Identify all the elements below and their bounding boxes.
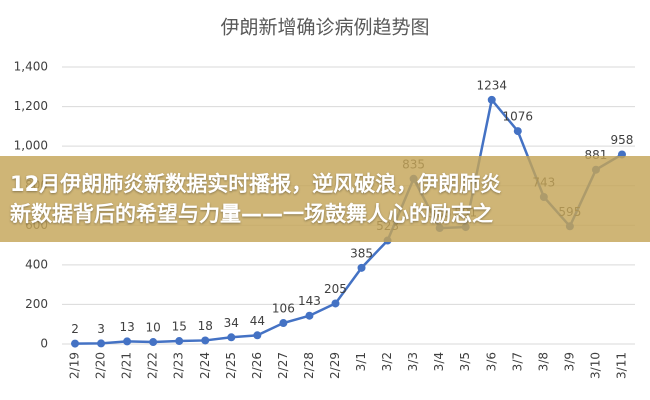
- y-tick-label: 400: [25, 257, 48, 271]
- x-tick-label: 2/19: [68, 352, 82, 379]
- x-tick-label: 3/8: [536, 352, 550, 371]
- y-tick-label: 0: [40, 337, 48, 351]
- x-tick-label: 3/10: [588, 352, 602, 379]
- data-label: 1076: [503, 110, 534, 124]
- x-tick-label: 3/9: [562, 352, 576, 371]
- x-tick-label: 3/11: [614, 352, 628, 379]
- data-point: [253, 331, 262, 340]
- x-tick-label: 2/25: [224, 352, 238, 379]
- data-label: 1234: [476, 78, 507, 92]
- x-tick-label: 2/24: [198, 352, 212, 379]
- data-point: [175, 337, 184, 346]
- data-label: 15: [172, 320, 187, 334]
- data-label: 143: [298, 294, 321, 308]
- data-point: [357, 263, 366, 272]
- x-tick-label: 2/22: [146, 352, 160, 379]
- x-tick-label: 2/26: [250, 352, 264, 379]
- data-label: 106: [272, 302, 295, 316]
- data-point: [513, 127, 522, 136]
- y-tick-label: 1,000: [14, 139, 48, 153]
- data-label: 34: [224, 316, 239, 330]
- data-label: 2: [71, 322, 79, 336]
- headline-line: 新数据背后的希望与力量——一场鼓舞人心的励志之: [10, 202, 493, 226]
- data-point: [227, 333, 236, 342]
- data-point: [149, 338, 158, 347]
- x-tick-label: 2/23: [172, 352, 186, 379]
- x-tick-label: 2/20: [94, 352, 108, 379]
- data-point: [305, 311, 314, 320]
- headline-line: 12月伊朗肺炎新数据实时播报，逆风破浪，伊朗肺炎: [10, 172, 502, 196]
- x-tick-label: 3/6: [484, 352, 498, 371]
- data-label: 3: [97, 322, 105, 336]
- chart-title: 伊朗新增确诊病例趋势图: [220, 17, 429, 39]
- data-label: 18: [198, 319, 213, 333]
- data-point: [279, 319, 288, 328]
- data-point: [71, 339, 80, 348]
- x-tick-label: 2/21: [120, 352, 134, 379]
- data-label: 10: [146, 321, 161, 335]
- x-tick-label: 2/28: [302, 352, 316, 379]
- x-tick-label: 3/1: [354, 352, 368, 371]
- x-tick-label: 2/29: [328, 352, 342, 379]
- y-tick-label: 1,200: [14, 99, 48, 113]
- x-tick-label: 3/2: [380, 352, 394, 371]
- data-label: 205: [324, 282, 347, 296]
- data-label: 958: [611, 133, 634, 147]
- data-point: [201, 336, 210, 345]
- data-point: [487, 95, 496, 104]
- data-point: [331, 299, 340, 308]
- x-tick-label: 3/3: [406, 352, 420, 371]
- headline-banner: 12月伊朗肺炎新数据实时播报，逆风破浪，伊朗肺炎 新数据背后的希望与力量——一场…: [0, 156, 650, 242]
- data-label: 44: [250, 314, 265, 328]
- x-tick-label: 3/4: [432, 352, 446, 371]
- data-label: 385: [350, 246, 373, 260]
- x-tick-label: 3/5: [458, 352, 472, 371]
- data-point: [123, 337, 132, 346]
- y-tick-label: 1,400: [14, 60, 48, 74]
- y-tick-label: 200: [25, 297, 48, 311]
- x-tick-label: 2/27: [276, 352, 290, 379]
- data-label: 13: [119, 320, 134, 334]
- data-point: [97, 339, 106, 348]
- x-tick-label: 3/7: [510, 352, 524, 371]
